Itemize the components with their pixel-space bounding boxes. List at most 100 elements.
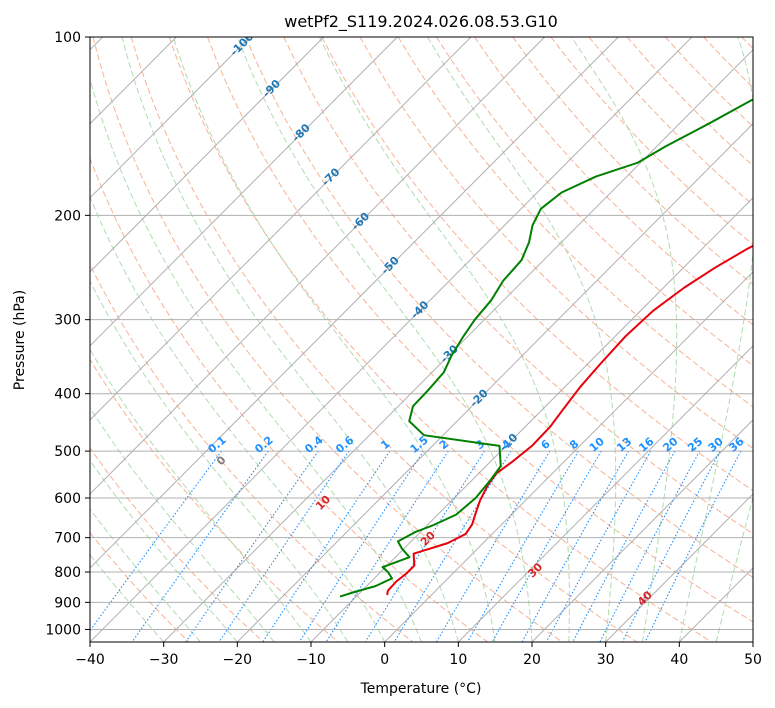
isotherm-line [90,37,619,569]
y-tick-label: 400 [54,387,81,403]
isotherm-line [90,37,693,642]
dry-adiabat-line [90,447,264,642]
isotherm-line [605,493,753,642]
x-tick-label: −30 [149,652,179,668]
y-tick-label: 900 [54,595,81,611]
mixing-ratio-line [467,450,579,642]
moist-adiabat-line [236,37,533,642]
moist-adiabat-line [90,348,312,642]
moist-adiabat-line [90,77,422,642]
mixing-ratio-line [521,450,630,642]
background-lines [90,37,753,642]
dry-adiabat-line [588,37,753,206]
y-tick-label: 300 [54,313,81,329]
isotherm-line [678,567,753,642]
mixing-ratio-line [262,450,391,642]
isotherm-line [90,37,398,347]
x-tick-label: 30 [597,652,615,668]
isotherm-line [90,37,251,199]
mixing-ratio-line [435,450,551,642]
isotherm-line [531,419,753,642]
dry-adiabat-line [90,358,339,642]
dry-adiabat-line [741,37,753,50]
x-tick-label: 0 [380,652,389,668]
mixing-ratio-line [90,450,222,632]
mixing-ratio-line [491,450,602,642]
mixing-ratio-line [298,450,424,642]
x-tick-label: 40 [670,652,688,668]
x-tick-label: 50 [744,652,762,668]
mixing-ratio-line [545,450,652,642]
mixing-ratio-line [325,450,449,642]
moist-adiabat-line [715,495,753,642]
dry-adiabat-line [90,157,488,642]
isotherm-line [457,345,753,642]
moist-adiabat-line [427,37,617,642]
mixing-ratio-label: 6 [539,437,553,452]
isotherm-line [90,37,324,273]
moist-adiabat-line [319,37,570,642]
dry-adiabat-line [512,37,753,286]
x-tick-label: −40 [75,652,105,668]
plot-frame [89,36,754,643]
dry-adiabat-line [92,37,563,642]
mixing-ratio-label: 0.4 [302,433,326,456]
mixing-ratio-label: 25 [685,435,705,455]
isotherm-line [310,197,753,642]
mixing-ratio-label: 0.1 [206,433,229,455]
mixing-ratio-label: 1 [378,437,392,452]
mixing-ratio-label: 13 [614,435,634,455]
y-tick-label: 200 [54,208,81,224]
isotherm-line [163,48,753,642]
moist-adiabat-line [121,37,459,642]
dry-adiabat-label: 40 [635,588,655,608]
sounding-profiles [339,98,753,598]
mixing-ratio-label: 0.2 [252,433,275,455]
mixing-ratio-line [131,450,269,642]
y-tick-label: 100 [54,30,81,46]
moist-adiabat-line [90,407,275,642]
mixing-ratio-label: 16 [636,435,656,455]
mixing-ratio-label: 10 [587,435,607,455]
dry-adiabat-line [550,37,753,246]
dry-adiabat-line [397,37,753,408]
dry-adiabat-line [664,37,753,128]
dry-adiabat-line [359,37,753,449]
moist-adiabat-line [90,554,165,642]
x-axis-label: Temperature (°C) [360,681,482,697]
dry-adiabat-line [435,37,753,367]
moist-adiabat-line [678,37,753,642]
x-axis: −40 −30 −20 −10 0 10 20 30 40 50 [75,642,762,668]
y-tick-label: 600 [54,491,81,507]
dewpoint-profile-line [339,98,753,598]
moist-adiabat-line [172,37,496,642]
x-tick-label: 20 [523,652,541,668]
isotherm-line [384,271,753,642]
mixing-ratio-line [599,450,701,642]
x-tick-label: −20 [223,652,253,668]
mixing-ratio-label: 0.6 [333,433,357,456]
y-tick-label: 700 [54,531,81,547]
moist-adiabat-line [90,459,238,642]
dry-adiabat-label: 0 [214,453,229,468]
dry-adiabat-label: 30 [525,560,545,580]
y-tick-label: 1000 [45,622,81,638]
y-tick-label: 500 [54,444,81,460]
mixing-ratio-label: 1.5 [408,433,431,455]
y-axis: 100 200 300 400 500 600 700 800 900 1000 [45,30,90,638]
dry-adiabat-line [245,37,753,578]
chart-title: wetPf2_S119.2024.026.08.53.G10 [284,12,558,32]
y-tick-label: 800 [54,565,81,581]
x-tick-label: 10 [449,652,467,668]
mixing-ratio-line [218,450,350,642]
temperature-profile-line [386,244,753,596]
dry-adiabat-line [168,37,712,642]
mixing-ratio-line [644,450,742,642]
moist-adiabat-line [90,508,201,642]
dry-adiabat-line [207,37,753,623]
mixing-ratio-label: 36 [726,435,746,455]
isotherm-line [236,123,753,642]
dry-adiabat-line [321,37,753,492]
isotherm-line [752,641,753,642]
